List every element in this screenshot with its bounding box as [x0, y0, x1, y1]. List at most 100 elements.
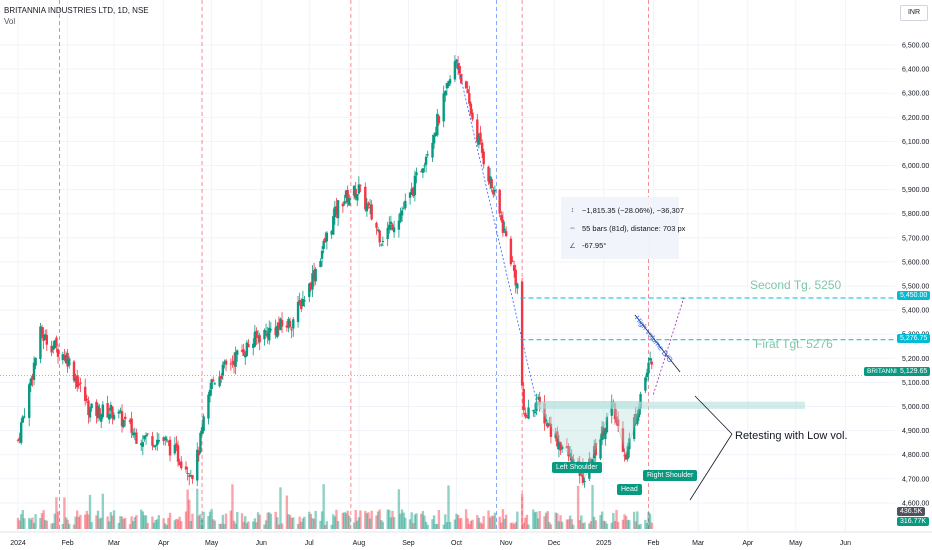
volume-bar [437, 510, 441, 529]
volume-bar [277, 524, 281, 529]
x-tick-label: Apr [742, 540, 754, 547]
volume-bar [567, 519, 570, 529]
candle-body [516, 283, 519, 289]
candle-body [367, 202, 370, 206]
x-tick-label: Oct [451, 540, 462, 547]
volume-bar [333, 516, 337, 529]
candle-body [341, 203, 345, 207]
candle-body [296, 301, 300, 323]
candle-body [624, 454, 628, 460]
candle-body [101, 404, 105, 418]
candle-body [156, 439, 159, 446]
candle-body [40, 326, 44, 337]
price-axis[interactable]: 6,500.00 6,400.00 6,300.00 6,200.00 6,100.00… [895, 0, 932, 532]
right-shoulder-tag: Right Shoulder [643, 470, 698, 481]
volume-bar [565, 519, 569, 529]
volume-bar [626, 519, 629, 529]
volume-bar [516, 511, 519, 529]
volume-bar [40, 513, 44, 529]
volume-bar [445, 522, 449, 529]
volume-bar [119, 516, 122, 529]
candle-body [176, 445, 180, 462]
volume-bar [480, 523, 484, 529]
volume-bar [623, 514, 626, 529]
candle-body [152, 445, 156, 447]
volume-bar [298, 516, 301, 529]
volume-bar [604, 521, 607, 529]
candle-body [44, 334, 47, 340]
candle-body [605, 416, 609, 433]
volume-bar [645, 523, 649, 529]
volume-label-b: 316.77K [897, 517, 930, 526]
volume-bar [343, 512, 346, 529]
candle-body [456, 63, 460, 70]
volume-bar [124, 517, 127, 529]
volume-bar [381, 521, 385, 529]
candle-body [600, 426, 604, 441]
candle-body [120, 411, 124, 427]
volume-bar [504, 514, 508, 529]
y-tick-label: 4,600.00 [902, 500, 929, 507]
bar-count-icon: ⇔ [569, 225, 576, 232]
candle-body [178, 462, 181, 465]
candle-body [447, 81, 450, 87]
time-axis[interactable]: 2024 Feb Mar Apr May Jun Jul Aug Sep Oct Nov Dec 202… [0, 531, 932, 547]
candle-body [364, 186, 367, 210]
volume-bar [388, 509, 391, 529]
volume-bar [352, 522, 356, 529]
head-shoulders-pattern [535, 401, 643, 480]
volume-bar [213, 520, 217, 529]
candle-body [253, 331, 257, 347]
y-tick-label: 5,700.00 [902, 235, 929, 242]
volume-bar [165, 524, 169, 529]
candle-body [392, 227, 396, 233]
volume-bar [524, 517, 527, 529]
candle-body [279, 318, 282, 331]
volume-bar [312, 518, 316, 529]
volume-bar [581, 523, 585, 529]
volume-bar [200, 520, 204, 529]
candle-body [256, 336, 260, 338]
candle-body [34, 357, 37, 366]
volume-bar [117, 522, 121, 529]
volume-bar [29, 519, 33, 529]
volume-bar [274, 511, 277, 529]
candle-body [29, 378, 33, 386]
candle-body [64, 354, 68, 364]
volume-bar [31, 517, 34, 529]
volume-bar [413, 514, 417, 529]
volume-bar [98, 518, 101, 529]
volume-bar [503, 518, 506, 529]
volume-bar [324, 524, 327, 529]
x-tick-label: Feb [647, 540, 659, 547]
y-tick-label: 4,800.00 [902, 452, 929, 459]
candle-body [559, 441, 562, 451]
candle-body [319, 261, 322, 268]
candle-body [376, 229, 380, 231]
currency-button[interactable]: INR [900, 5, 928, 21]
volume-bar [319, 520, 322, 529]
candle-body [16, 439, 20, 441]
volume-bar [378, 509, 381, 529]
candle-body [232, 360, 236, 366]
candle-body [301, 298, 305, 307]
candle-body [122, 419, 125, 428]
first-target-label: Firat Tgt. 5276 [755, 337, 833, 351]
candle-body [504, 231, 508, 237]
candle-body [512, 265, 516, 271]
candle-body [242, 349, 245, 356]
volume-bar [533, 512, 537, 529]
volume-bar [538, 511, 541, 529]
y-tick-label: 5,200.00 [902, 356, 929, 363]
candle-body [375, 222, 378, 228]
candle-body [572, 459, 575, 465]
volume-bar [21, 509, 25, 529]
volume-bar [34, 514, 37, 529]
candle-body [592, 446, 596, 459]
volume-bar [477, 517, 481, 529]
volume-bar [344, 513, 348, 529]
volume-bar [236, 512, 239, 529]
candle-body [388, 224, 391, 230]
candle-body [536, 397, 540, 399]
